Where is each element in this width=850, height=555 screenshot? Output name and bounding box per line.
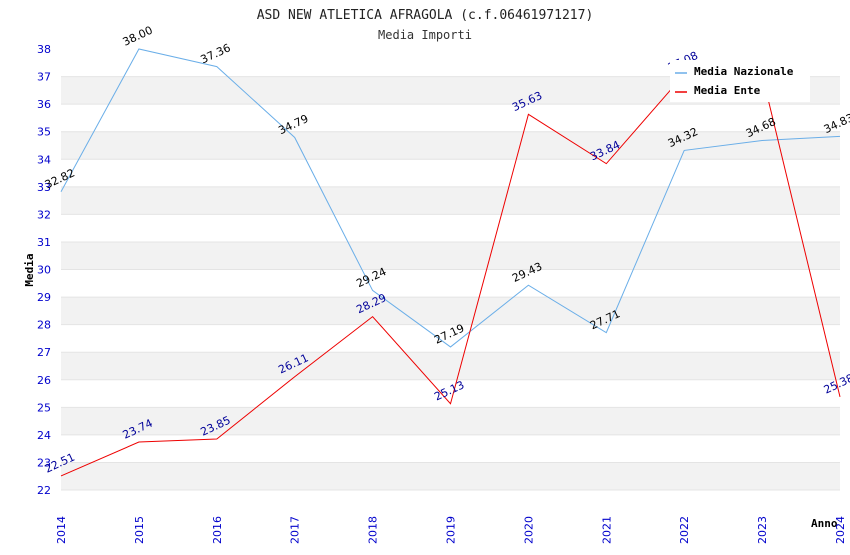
y-tick-label: 24 bbox=[37, 429, 51, 442]
grid-bands bbox=[61, 49, 840, 491]
x-tick-label: 2017 bbox=[289, 516, 302, 544]
legend: Media Nazionale Media Ente bbox=[670, 60, 810, 102]
y-tick-label: 23 bbox=[37, 456, 51, 469]
grid-band bbox=[61, 324, 840, 353]
x-tick-label: 2019 bbox=[445, 516, 458, 544]
series-line-nazionale bbox=[60, 48, 841, 348]
x-tick-label: 2016 bbox=[211, 516, 224, 544]
y-tick-label: 35 bbox=[37, 126, 51, 139]
y-ticks: 22 23 24 25 26 27 28 29 30 31 32 33 34 35 36 37 38 bbox=[37, 43, 51, 497]
x-axis-label: Anno bbox=[811, 517, 838, 530]
grid-band bbox=[61, 214, 840, 242]
legend-label-nazionale: Media Nazionale bbox=[694, 65, 794, 78]
grid-band bbox=[61, 352, 840, 380]
y-tick-label: 27 bbox=[37, 346, 51, 359]
grid-band bbox=[61, 186, 840, 215]
grid-band bbox=[61, 297, 840, 325]
chart-title: ASD NEW ATLETICA AFRAGOLA (c.f.064619712… bbox=[257, 8, 594, 23]
x-ticks: 2014 2015 2016 2017 2018 2019 2020 2021 2022 2023… bbox=[55, 516, 847, 544]
y-tick-label: 32 bbox=[37, 208, 51, 221]
legend-label-ente: Media Ente bbox=[694, 84, 761, 97]
x-tick-label: 2021 bbox=[600, 516, 613, 544]
x-tick-label: 2014 bbox=[55, 516, 68, 544]
y-tick-label: 28 bbox=[37, 319, 51, 332]
y-tick-label: 38 bbox=[37, 43, 51, 56]
grid-band bbox=[61, 462, 840, 490]
grid-band bbox=[61, 434, 840, 463]
data-label: 38.00 bbox=[121, 24, 155, 49]
x-tick-label: 2022 bbox=[678, 516, 691, 544]
grid-band bbox=[61, 131, 840, 160]
y-tick-label: 34 bbox=[37, 153, 51, 166]
y-tick-label: 29 bbox=[37, 291, 51, 304]
legend-box bbox=[670, 60, 810, 102]
grid-band bbox=[61, 104, 840, 132]
chart-subtitle: Media Importi bbox=[378, 28, 472, 42]
x-tick-label: 2015 bbox=[133, 516, 146, 544]
y-tick-label: 36 bbox=[37, 98, 51, 111]
x-tick-label: 2018 bbox=[367, 516, 380, 544]
x-tick-label: 2020 bbox=[522, 516, 535, 544]
grid-band bbox=[61, 241, 840, 270]
grid-band bbox=[61, 269, 840, 298]
x-tick-label: 2023 bbox=[756, 516, 769, 544]
y-tick-label: 33 bbox=[37, 181, 51, 194]
y-tick-label: 37 bbox=[37, 71, 51, 84]
grid-band bbox=[61, 159, 840, 187]
y-tick-label: 31 bbox=[37, 236, 51, 249]
y-tick-label: 30 bbox=[37, 264, 51, 277]
y-tick-label: 22 bbox=[37, 484, 51, 497]
y-tick-label: 26 bbox=[37, 374, 51, 387]
y-axis-label: Media bbox=[23, 253, 36, 286]
x-tick-label: 2024 bbox=[834, 516, 847, 544]
y-tick-label: 25 bbox=[37, 401, 51, 414]
grid-band bbox=[61, 407, 840, 435]
